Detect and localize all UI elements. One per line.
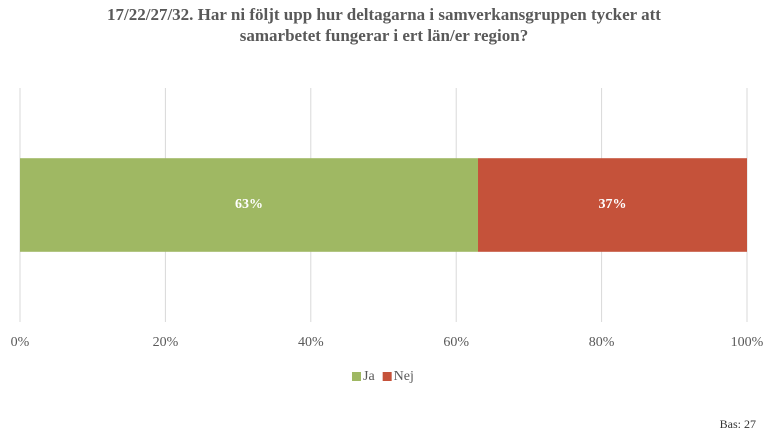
x-tick-label: 20% xyxy=(153,335,179,350)
data-label: 37% xyxy=(599,197,627,212)
legend-label: Ja xyxy=(363,369,375,384)
x-tick-label: 0% xyxy=(11,335,30,350)
annotation: Bas: 27 xyxy=(720,417,756,431)
x-tick-label: 80% xyxy=(589,335,615,350)
data-label: 63% xyxy=(235,197,263,212)
bar-segment xyxy=(20,158,479,252)
x-tick-label: 40% xyxy=(298,335,324,350)
bar-segment xyxy=(478,158,747,252)
legend-label: Nej xyxy=(394,369,414,384)
x-tick-label: 60% xyxy=(443,335,469,350)
chart-title: 17/22/27/32. Har ni följt upp hur deltag… xyxy=(107,5,661,45)
legend-swatch xyxy=(352,372,361,381)
x-tick-label: 100% xyxy=(731,335,764,350)
legend-swatch xyxy=(382,372,392,381)
